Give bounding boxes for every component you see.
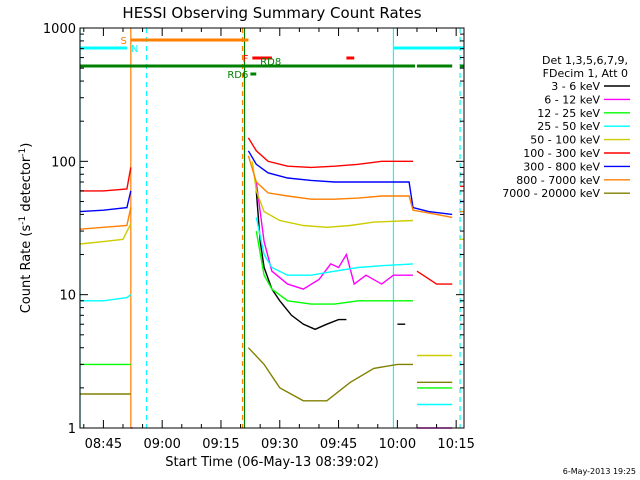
legend: Det 1,3,5,6,7,9,FDecim 1, Att 03 - 6 keV… xyxy=(502,54,630,200)
legend-header-line: FDecim 1, Att 0 xyxy=(543,67,628,80)
series-line-3 xyxy=(255,217,414,276)
legend-label-4: 50 - 100 keV xyxy=(530,134,600,147)
legend-label-2: 12 - 25 keV xyxy=(537,107,600,120)
y-tick-label: 100 xyxy=(51,155,76,170)
y-tick-label: 1000 xyxy=(43,22,76,37)
series-line-7 xyxy=(247,155,453,219)
flag-label-s: S xyxy=(120,36,126,47)
legend-label-6: 300 - 800 keV xyxy=(523,160,600,173)
legend-label-5: 100 - 300 keV xyxy=(523,147,600,160)
series-line-4 xyxy=(251,161,414,229)
legend-label-1: 6 - 12 keV xyxy=(544,93,600,106)
flag-label-rd8: RD8 xyxy=(260,57,281,68)
legend-header-line: Det 1,3,5,6,7,9, xyxy=(542,54,628,67)
legend-label-3: 25 - 50 keV xyxy=(537,120,600,133)
series-line-1 xyxy=(255,181,413,290)
plot-frame xyxy=(79,27,465,429)
series-line-0 xyxy=(255,190,347,331)
legend-label-7: 800 - 7000 keV xyxy=(516,174,600,187)
legend-label-0: 3 - 6 keV xyxy=(551,80,600,93)
plot-area: SN F RD8 RD6 xyxy=(79,28,464,429)
y-axis-label-main: Count Rate (s xyxy=(19,225,34,314)
timestamp: 6-May-2013 19:25 xyxy=(563,467,636,476)
series-line-2 xyxy=(255,230,413,305)
series-line-6 xyxy=(79,190,132,213)
x-tick-label: 09:45 xyxy=(320,437,357,452)
x-tick-label: 09:00 xyxy=(143,437,180,452)
series-line-6 xyxy=(247,150,453,216)
y-tick-label: 10 xyxy=(59,289,76,304)
x-tick-label: 10:00 xyxy=(379,437,416,452)
series-line-5 xyxy=(416,270,453,285)
flag-label-n: N xyxy=(131,44,138,55)
series-line-5 xyxy=(247,137,413,169)
y-axis-label: Count Rate (s-1 detector-1) xyxy=(18,143,34,314)
legend-label-8: 7000 - 20000 keV xyxy=(502,187,600,200)
x-tick-label: 08:45 xyxy=(85,437,122,452)
series-line-7 xyxy=(79,207,132,230)
series-line-3 xyxy=(80,294,132,302)
chart-title: HESSI Observing Summary Count Rates xyxy=(122,4,421,22)
x-axis-label: Start Time (06-May-13 08:39:02) xyxy=(165,455,379,470)
y-axis-label-sup1: -1 xyxy=(18,216,28,225)
flag-label-rd6: RD6 xyxy=(227,70,248,81)
x-tick-label: 10:15 xyxy=(437,437,474,452)
y-axis-label-sup2: -1 xyxy=(18,148,28,157)
series-line-4 xyxy=(79,223,132,245)
y-axis-label-mid: detector xyxy=(19,156,34,216)
x-tick-label: 09:15 xyxy=(202,437,239,452)
y-tick-label: 1 xyxy=(68,422,76,437)
series-line-8 xyxy=(247,347,413,402)
series-line-5 xyxy=(80,167,132,192)
flag-label-f: F xyxy=(243,54,249,65)
axes: 1 10 100 1000 08:45 09:00 09:15 09:30 09:45 10:00… xyxy=(43,22,475,452)
y-axis-label-end: ) xyxy=(19,143,34,148)
x-tick-label: 09:30 xyxy=(261,437,298,452)
